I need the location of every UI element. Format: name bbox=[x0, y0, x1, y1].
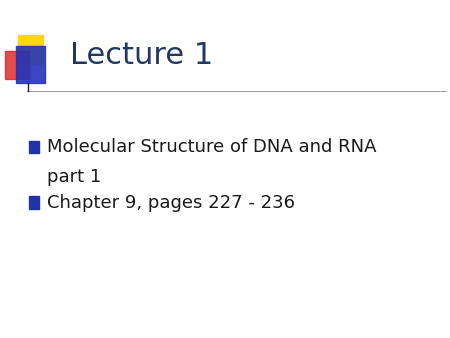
Text: Lecture 1: Lecture 1 bbox=[70, 41, 213, 70]
Text: Molecular Structure of DNA and RNA: Molecular Structure of DNA and RNA bbox=[47, 138, 377, 156]
Text: Chapter 9, pages 227 - 236: Chapter 9, pages 227 - 236 bbox=[47, 194, 295, 212]
Bar bbox=[16, 46, 45, 83]
Bar bbox=[29, 141, 39, 153]
Text: part 1: part 1 bbox=[47, 168, 102, 187]
Bar bbox=[18, 35, 43, 64]
Bar bbox=[4, 51, 29, 79]
Bar bbox=[29, 196, 39, 209]
